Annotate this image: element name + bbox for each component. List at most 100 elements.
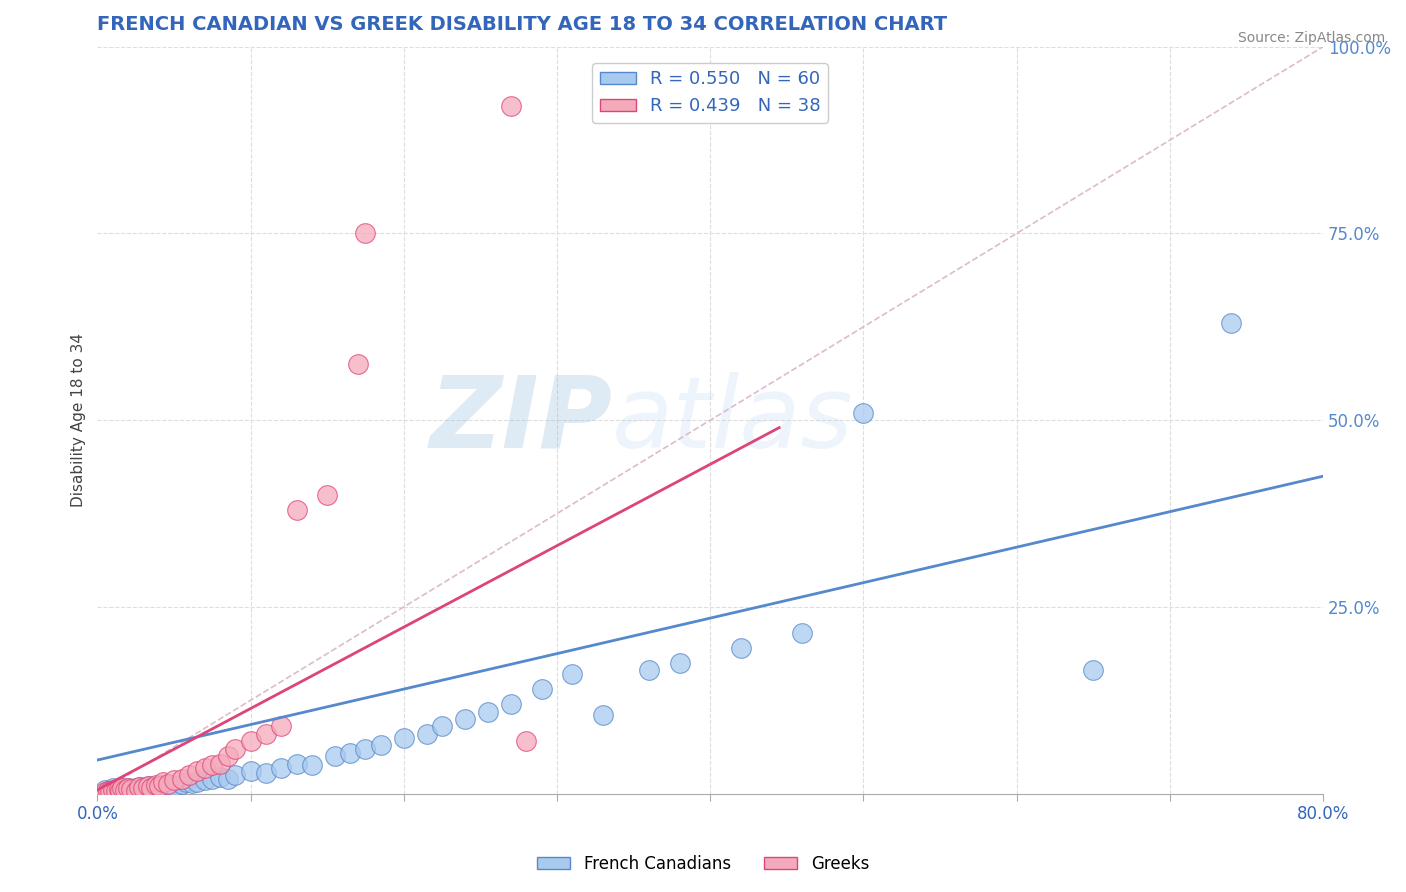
Point bbox=[638, 664, 661, 678]
Point bbox=[208, 770, 231, 784]
Point bbox=[254, 727, 277, 741]
Point bbox=[163, 773, 186, 788]
Point bbox=[285, 756, 308, 771]
Point bbox=[120, 783, 142, 797]
Point bbox=[852, 406, 875, 420]
Point bbox=[110, 780, 132, 795]
Point bbox=[181, 776, 204, 790]
Point bbox=[239, 734, 262, 748]
Point bbox=[148, 780, 170, 795]
Point bbox=[208, 756, 231, 771]
Point bbox=[97, 783, 120, 797]
Point bbox=[128, 783, 150, 797]
Point bbox=[254, 765, 277, 780]
Point bbox=[186, 774, 208, 789]
Point bbox=[160, 778, 183, 792]
Point bbox=[201, 758, 224, 772]
Point bbox=[201, 772, 224, 786]
Point bbox=[1083, 664, 1105, 678]
Y-axis label: Disability Age 18 to 34: Disability Age 18 to 34 bbox=[72, 334, 86, 508]
Point bbox=[592, 708, 614, 723]
Point bbox=[270, 760, 292, 774]
Point bbox=[163, 779, 186, 793]
Point bbox=[114, 783, 136, 797]
Point bbox=[98, 784, 121, 798]
Point bbox=[136, 779, 159, 793]
Point bbox=[117, 781, 139, 796]
Point bbox=[104, 784, 127, 798]
Point bbox=[285, 503, 308, 517]
Point bbox=[323, 749, 346, 764]
Point bbox=[124, 780, 146, 795]
Point bbox=[194, 773, 217, 788]
Point bbox=[111, 781, 134, 796]
Point bbox=[101, 783, 124, 797]
Legend: R = 0.550   N = 60, R = 0.439   N = 38: R = 0.550 N = 60, R = 0.439 N = 38 bbox=[592, 63, 828, 122]
Point bbox=[107, 782, 129, 797]
Point bbox=[156, 780, 179, 794]
Point bbox=[477, 705, 499, 719]
Point bbox=[104, 783, 127, 797]
Point bbox=[153, 782, 176, 797]
Point bbox=[454, 712, 477, 726]
Point bbox=[174, 775, 197, 789]
Point bbox=[114, 783, 136, 797]
Point bbox=[730, 640, 752, 655]
Text: atlas: atlas bbox=[612, 372, 853, 468]
Point bbox=[370, 738, 392, 752]
Point bbox=[132, 782, 155, 797]
Point bbox=[668, 656, 690, 670]
Point bbox=[170, 772, 193, 786]
Point bbox=[124, 783, 146, 797]
Point bbox=[792, 626, 814, 640]
Point bbox=[430, 719, 453, 733]
Point bbox=[416, 727, 439, 741]
Legend: French Canadians, Greeks: French Canadians, Greeks bbox=[530, 848, 876, 880]
Point bbox=[499, 697, 522, 711]
Point bbox=[145, 778, 167, 792]
Point bbox=[94, 785, 117, 799]
Point bbox=[354, 742, 377, 756]
Point bbox=[110, 783, 132, 797]
Point bbox=[224, 742, 246, 756]
Point bbox=[128, 780, 150, 794]
Text: FRENCH CANADIAN VS GREEK DISABILITY AGE 18 TO 34 CORRELATION CHART: FRENCH CANADIAN VS GREEK DISABILITY AGE … bbox=[97, 15, 948, 34]
Point bbox=[515, 734, 537, 748]
Point bbox=[122, 782, 145, 797]
Point bbox=[135, 780, 157, 795]
Point bbox=[152, 775, 174, 789]
Point bbox=[179, 768, 201, 782]
Point bbox=[156, 777, 179, 791]
Point bbox=[392, 731, 415, 745]
Point bbox=[107, 782, 129, 797]
Point bbox=[499, 99, 522, 113]
Point bbox=[101, 781, 124, 796]
Point bbox=[129, 780, 152, 794]
Point bbox=[217, 772, 239, 786]
Point bbox=[111, 784, 134, 798]
Point bbox=[98, 784, 121, 798]
Point bbox=[139, 781, 162, 796]
Point bbox=[150, 779, 173, 793]
Point bbox=[347, 357, 370, 371]
Point bbox=[148, 779, 170, 793]
Text: ZIP: ZIP bbox=[429, 372, 612, 468]
Point bbox=[186, 764, 208, 779]
Point bbox=[120, 782, 142, 797]
Point bbox=[138, 779, 160, 793]
Text: Source: ZipAtlas.com: Source: ZipAtlas.com bbox=[1237, 31, 1385, 45]
Point bbox=[530, 682, 553, 697]
Point bbox=[94, 783, 117, 797]
Point bbox=[217, 749, 239, 764]
Point bbox=[194, 760, 217, 774]
Point bbox=[270, 719, 292, 733]
Point bbox=[145, 783, 167, 797]
Point bbox=[316, 488, 339, 502]
Point bbox=[117, 780, 139, 795]
Point bbox=[139, 780, 162, 795]
Point bbox=[301, 758, 323, 772]
Point bbox=[132, 781, 155, 796]
Point bbox=[170, 777, 193, 791]
Point bbox=[561, 667, 583, 681]
Point bbox=[339, 746, 361, 760]
